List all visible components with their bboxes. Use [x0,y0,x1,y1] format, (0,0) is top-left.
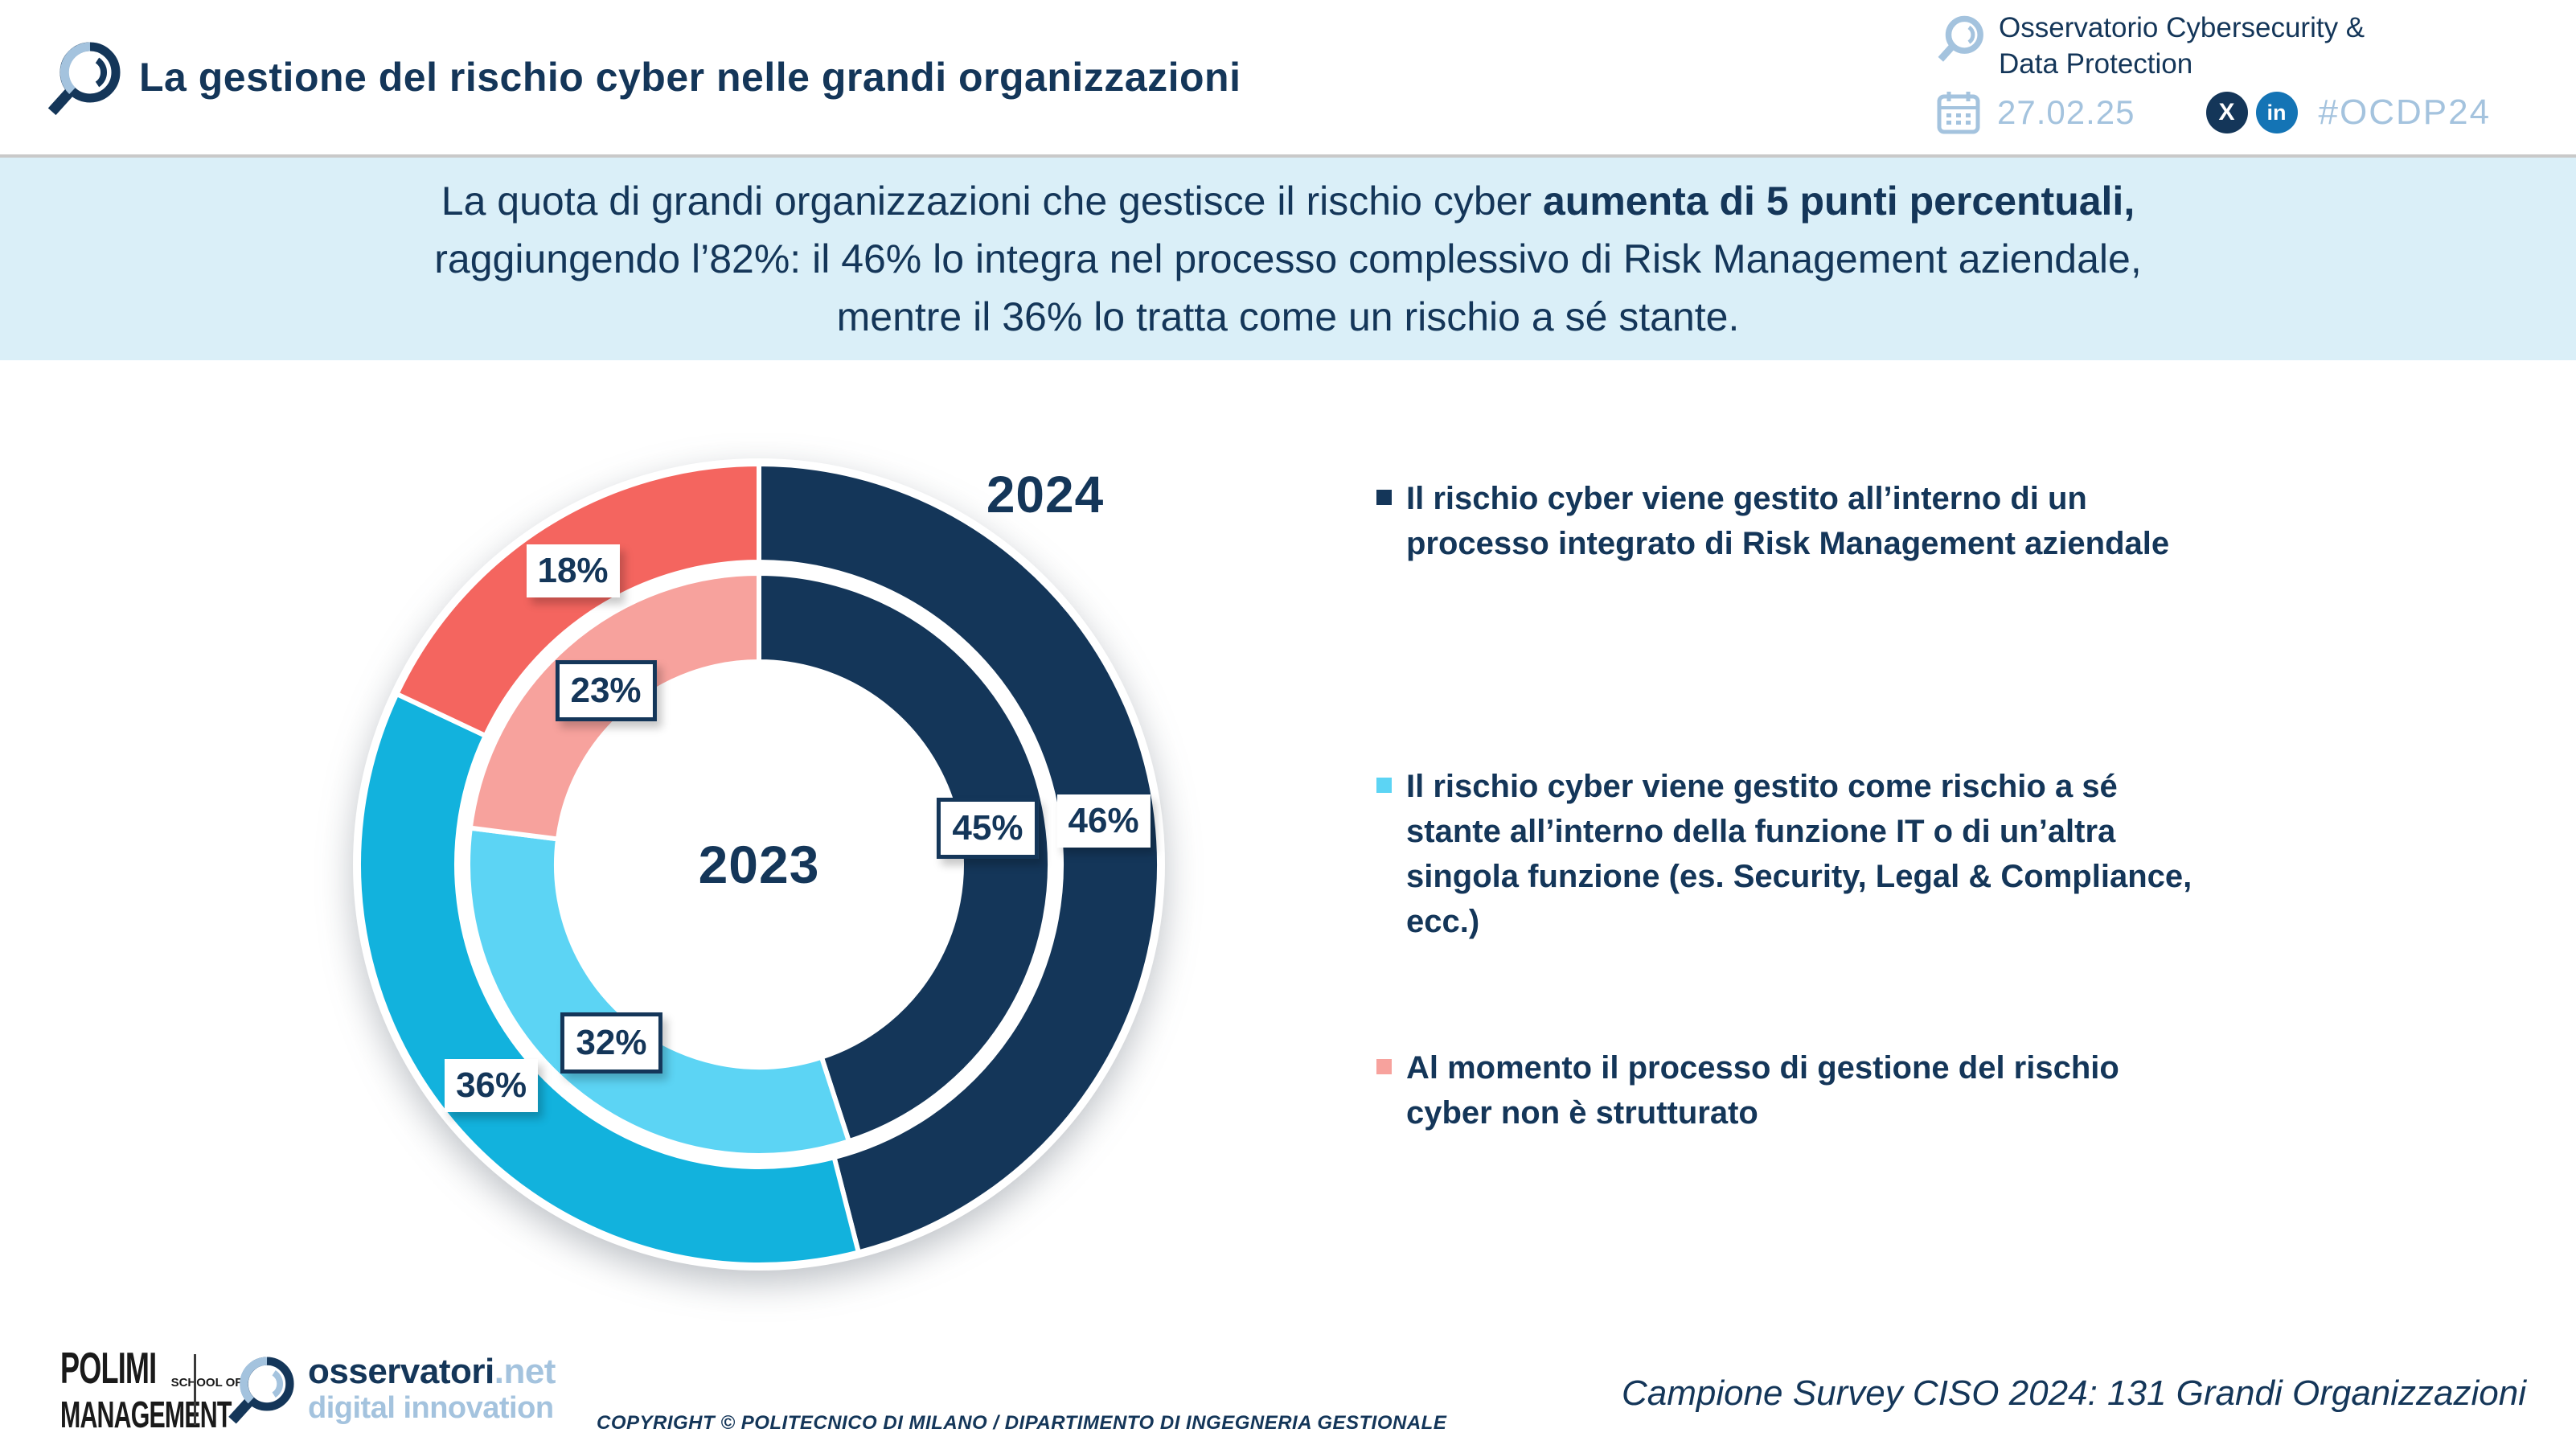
donut-segment-2024-0 [757,461,1162,1256]
legend-text: Al momento il processo di gestione del r… [1406,1050,2119,1131]
polimi-logo-text: POLIMI [60,1344,157,1394]
banner-line-2: raggiungendo l’82%: il 46% lo integra ne… [434,236,2142,281]
calendar-icon [1937,92,1980,134]
digital-innovation-text: digital innovation [308,1391,554,1425]
footer-divider [194,1354,196,1425]
banner-line-1: La quota di grandi organizzazioni che ge… [441,172,2135,230]
donut-segment-2023-1 [466,825,852,1158]
header-meta: Osservatorio Cybersecurity & Data Protec… [1936,10,2491,135]
pct-label-2024-2: 18% [526,544,620,598]
linkedin-glyph: in [2266,100,2287,125]
polimi-school-of-text: SCHOOL OF [170,1376,243,1390]
legend-item-0: Il rischio cyber viene gestito all’inter… [1376,476,2169,566]
observatory-name: Osservatorio Cybersecurity & Data Protec… [1999,12,2365,80]
banner-line-3: mentre il 36% lo tratta come un rischio … [836,294,1740,339]
legend-text: Il rischio cyber viene gestito come risc… [1406,769,2192,939]
magnifier-logo-icon [47,42,121,116]
linkedin-icon: in [2255,92,2298,133]
polimi-management-text: MANAGEMENT [60,1394,232,1435]
sample-note: Campione Survey CISO 2024: 131 Grandi Or… [1621,1373,2526,1413]
donut-segment-2024-2 [393,461,761,739]
pct-label-2024-1: 36% [445,1059,539,1113]
footer: POLIMI SCHOOL OF MANAGEMENT osservatori.… [0,1327,2576,1441]
date: 27.02.25 [1997,93,2135,131]
pct-label-2024-0: 46% [1056,794,1151,848]
header: La gestione del rischio cyber nelle gran… [0,0,2576,154]
legend-item-1: Il rischio cyber viene gestito come risc… [1376,764,2192,944]
legend-bullet-icon [1376,1059,1392,1074]
osservatori-name-text: osservatori [308,1352,494,1391]
legend-bullet-icon [1376,490,1392,505]
pct-label-2023-0: 45% [937,797,1039,859]
page-title: La gestione del rischio cyber nelle gran… [139,55,1241,100]
banner-line1-bold: aumenta di 5 punti percentuali, [1542,179,2135,224]
copyright-text: COPYRIGHT © POLITECNICO DI MILANO / DIPA… [597,1412,1447,1434]
magnifier-small-icon [1938,15,1983,62]
legend-item-2: Al momento il processo di gestione del r… [1376,1045,2119,1135]
x-twitter-icon: X [2205,92,2248,133]
event-hashtag: #OCDP24 [2318,92,2492,132]
donut-chart: 46% 36% 18% 45% 32% 23% 2024 2023 [341,446,1177,1283]
key-message-banner: La quota di grandi organizzazioni che ge… [0,158,2576,360]
osservatori-net-text: .net [494,1352,556,1391]
header-title-group: La gestione del rischio cyber nelle gran… [44,0,1241,154]
center-year-label: 2023 [698,835,820,894]
osservatori-magnifier-icon [228,1357,294,1424]
header-separator [0,154,2576,158]
osservatori-logo: osservatori.net digital innovation [228,1351,556,1427]
x-glyph: X [2218,99,2235,125]
donut-segment-2024-1 [356,690,862,1267]
donut-segment-2023-0 [757,570,1052,1145]
banner-line1-regular: La quota di grandi organizzazioni che ge… [441,179,1543,224]
legend-bullet-icon [1376,778,1392,793]
outer-ring-year-label: 2024 [986,466,1105,523]
legend-text: Il rischio cyber viene gestito all’inter… [1406,481,2170,561]
chart-legend: Il rischio cyber viene gestito all’inter… [1376,476,2406,1200]
pct-label-2023-2: 23% [555,659,657,721]
polimi-logo: POLIMI SCHOOL OF MANAGEMENT [60,1346,269,1433]
pct-label-2023-1: 32% [560,1012,662,1074]
